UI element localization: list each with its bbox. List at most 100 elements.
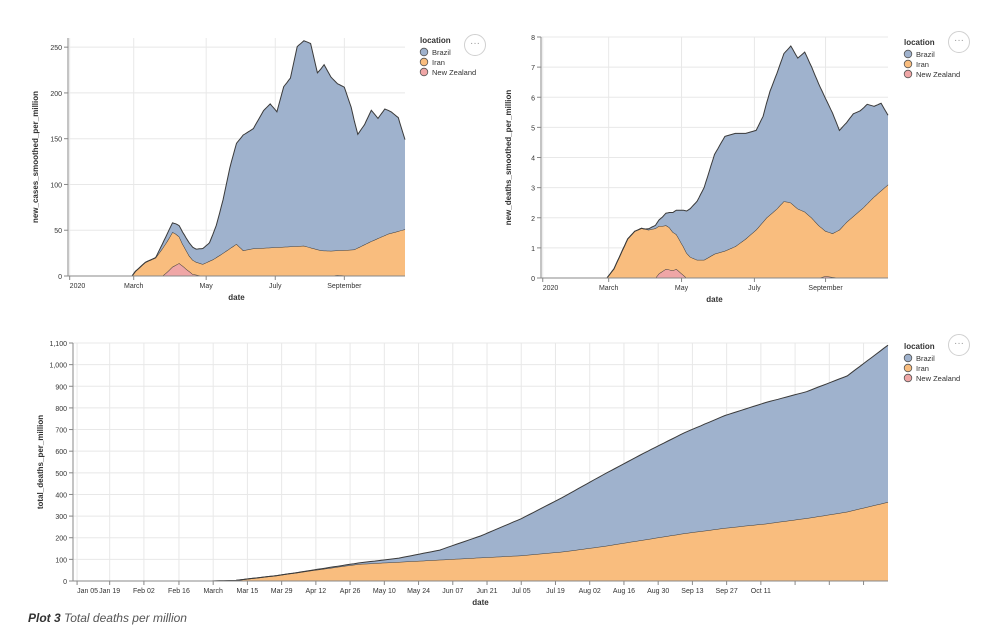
legend-label: Brazil	[916, 354, 935, 363]
x-axis-label: date	[228, 293, 245, 302]
x-tick-label: March	[599, 285, 619, 292]
legend-title: location	[904, 38, 935, 47]
legend-label: Iran	[916, 60, 929, 69]
legend-label: Iran	[432, 58, 445, 67]
y-tick-label: 250	[50, 45, 62, 52]
plot-caption-label: Plot 3	[28, 611, 61, 625]
chart-actions-button[interactable]: ···	[464, 34, 486, 56]
legend-label: Iran	[916, 364, 929, 373]
y-tick-label: 2	[531, 216, 535, 223]
legend-swatch	[903, 49, 913, 59]
chart-new-deaths: 0 1 2 3 4 5 6 7 8 2020 March May July September locati…	[504, 35, 960, 304]
x-tick-label: Apr 12	[306, 588, 327, 595]
legend-swatch	[903, 59, 913, 69]
x-tick-label: Jan 19	[99, 588, 120, 595]
y-axis-label: new_cases_smoothed_per_million	[31, 91, 40, 223]
x-tick-label: March	[124, 283, 144, 290]
legend-label: New Zealand	[916, 374, 960, 383]
area-brazil	[541, 46, 888, 278]
x-axis-label: date	[706, 295, 723, 304]
x-tick-label: Mar 29	[271, 588, 293, 595]
y-tick-label: 100	[55, 557, 67, 564]
y-tick-label: 5	[531, 125, 535, 132]
y-tick-label: 1	[531, 246, 535, 253]
area-brazil	[73, 345, 888, 581]
x-axis-label: date	[472, 598, 489, 607]
plot-caption: Plot 3 Total deaths per million	[28, 611, 187, 625]
x-tick-label: 2020	[543, 285, 559, 292]
x-tick-label: Apr 26	[340, 588, 361, 595]
y-tick-label: 8	[531, 35, 535, 42]
y-tick-label: 7	[531, 65, 535, 72]
x-tick-label: Feb 16	[168, 588, 190, 595]
x-tick-label: May	[675, 285, 689, 292]
y-axis-label: total_deaths_per_million	[36, 415, 45, 509]
area-iran	[73, 502, 888, 581]
y-axis-label: new_deaths_smoothed_per_million	[504, 90, 513, 226]
x-tick-label: Jul 05	[512, 588, 531, 595]
y-tick-label: 500	[55, 471, 67, 478]
legend-swatch	[903, 373, 913, 383]
area-iran	[541, 184, 888, 278]
y-tick-label: 6	[531, 95, 535, 102]
y-tick-label: 0	[531, 276, 535, 283]
x-tick-label: May 24	[407, 588, 430, 595]
x-tick-label: Feb 02	[133, 588, 155, 595]
legend-swatch	[903, 69, 913, 79]
y-tick-label: 1,100	[49, 341, 67, 348]
legend-swatch	[903, 353, 913, 363]
y-tick-label: 50	[54, 228, 62, 235]
legend-label: New Zealand	[916, 70, 960, 79]
legend-swatch	[903, 363, 913, 373]
y-tick-label: 3	[531, 186, 535, 193]
chart-actions-button[interactable]: ···	[948, 31, 970, 53]
x-tick-label: Jun 07	[442, 588, 463, 595]
x-tick-label: Oct 11	[751, 588, 771, 595]
y-tick-label: 100	[50, 182, 62, 189]
x-tick-label: Sep 27	[716, 588, 738, 595]
x-tick-label: Aug 30	[647, 588, 669, 595]
x-tick-label: May 10	[373, 588, 396, 595]
x-tick-label: July	[269, 283, 282, 290]
legend-label: New Zealand	[432, 68, 476, 77]
legend-label: Brazil	[916, 50, 935, 59]
legend-swatch	[419, 57, 429, 67]
x-tick-label: September	[327, 283, 362, 290]
chart-actions-button[interactable]: ···	[948, 334, 970, 356]
y-tick-label: 800	[55, 406, 67, 413]
x-tick-label: Jun 21	[477, 588, 498, 595]
legend-title: location	[420, 36, 451, 45]
x-tick-label: May	[200, 283, 214, 290]
x-tick-label: July	[748, 285, 761, 292]
x-tick-label: Aug 02	[579, 588, 601, 595]
y-tick-label: 0	[58, 274, 62, 281]
legend-title: location	[904, 342, 935, 351]
y-tick-label: 700	[55, 428, 67, 435]
y-tick-label: 150	[50, 137, 62, 144]
area-brazil	[68, 40, 405, 277]
legend-swatch	[419, 67, 429, 77]
y-tick-label: 200	[50, 91, 62, 98]
x-tick-label: Sep 13	[681, 588, 703, 595]
area-iran	[68, 229, 405, 276]
legend-label: Brazil	[432, 48, 451, 57]
x-tick-label: Aug 16	[613, 588, 635, 595]
y-tick-label: 1,000	[49, 363, 67, 370]
x-tick-label: Jul 19	[546, 588, 565, 595]
chart-new-cases: 0 50 100 150 200 250 2020 March May July September…	[31, 36, 476, 302]
x-tick-label: Mar 15	[237, 588, 259, 595]
x-tick-label: September	[808, 285, 843, 292]
x-tick-label: Jan 05	[77, 588, 98, 595]
chart-total-deaths: 0 100 200 300 400 500 600 700 800 900 1,000 1,100 Ja…	[36, 341, 960, 607]
y-tick-label: 300	[55, 514, 67, 521]
y-tick-label: 0	[63, 579, 67, 586]
y-tick-label: 600	[55, 449, 67, 456]
y-tick-label: 400	[55, 492, 67, 499]
legend-swatch	[419, 47, 429, 57]
plot-caption-text: Total deaths per million	[64, 611, 187, 625]
y-tick-label: 200	[55, 536, 67, 543]
x-tick-label: March	[203, 588, 223, 595]
x-tick-label: 2020	[70, 283, 86, 290]
y-tick-label: 900	[55, 384, 67, 391]
